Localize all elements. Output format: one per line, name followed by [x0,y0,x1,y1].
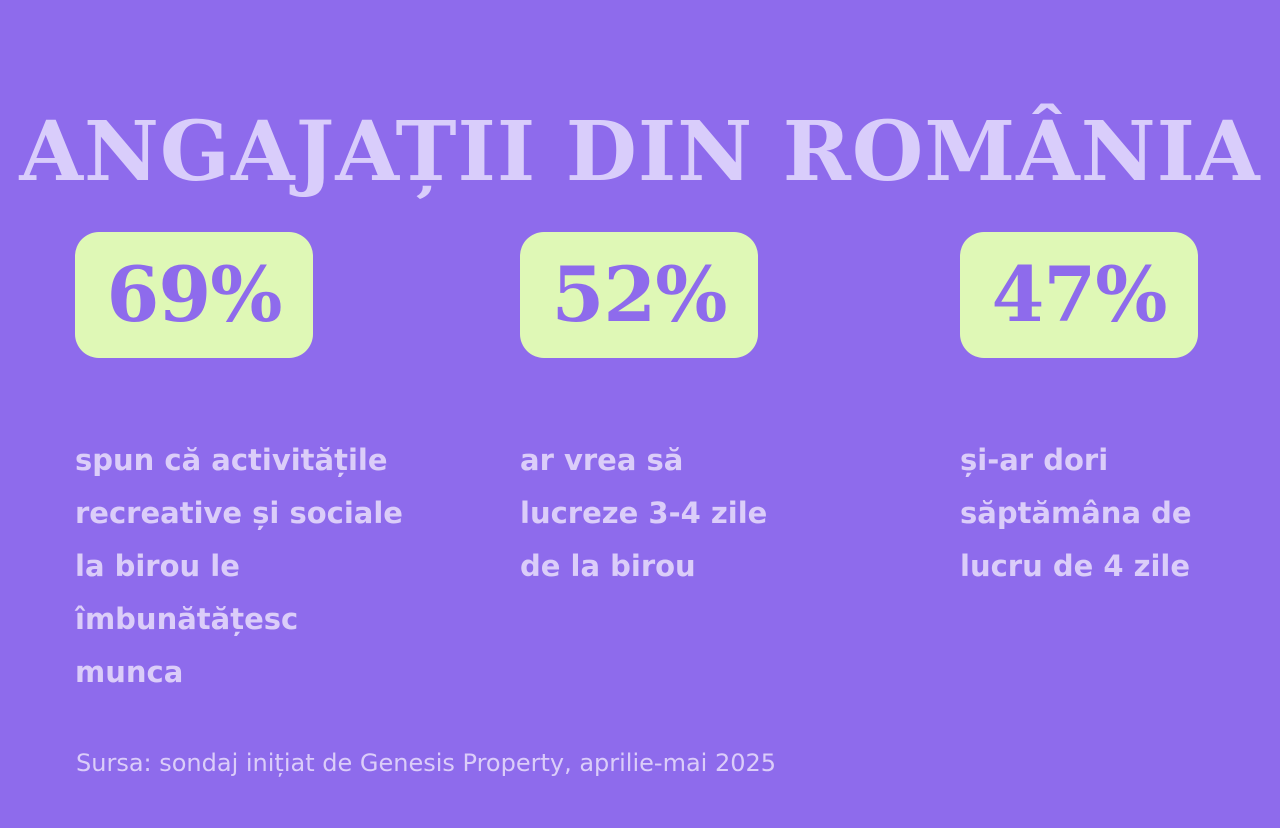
percentage-badge: 69% [75,232,313,358]
stat-description: ar vrea să lucreze 3-4 zile de la birou [520,443,768,583]
stat-description: și-ar dori săptămâna de lucru de 4 zile [960,443,1192,583]
stat-card-four-day-week: 47% și-ar dori săptămâna de lucru de 4 z… [960,232,1280,593]
stat-card-office-days: 52% ar vrea să lucreze 3-4 zile de la bi… [520,232,960,593]
stat-description: spun că activitățile recreative și socia… [75,443,403,689]
stat-card-recreational-activities: 69% spun că activitățile recreative și s… [75,232,515,699]
percentage-badge: 47% [960,232,1198,358]
percentage-badge: 52% [520,232,758,358]
source-note: Sursa: sondaj inițiat de Genesis Propert… [76,749,777,777]
page-title: ANGAJAȚII DIN ROMÂNIA [19,103,1261,200]
